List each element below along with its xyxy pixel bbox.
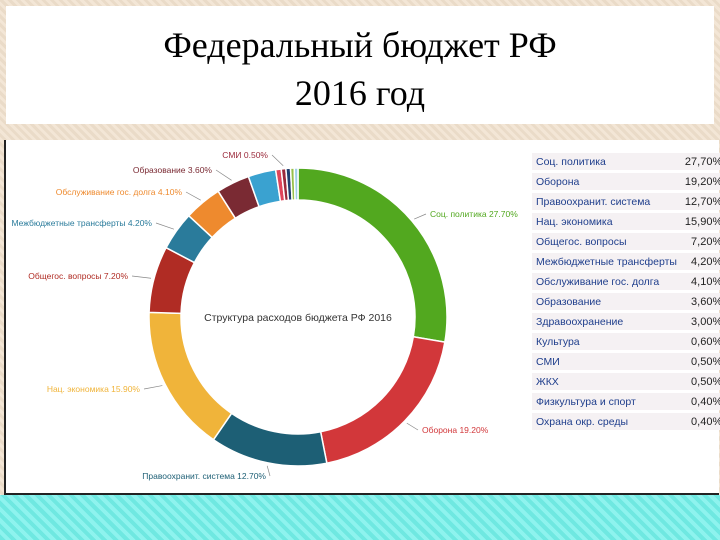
table-cell-category: Общегос. вопросы (532, 233, 681, 250)
label-leader-line (143, 385, 163, 390)
table-row: Культура 0,60% (532, 333, 720, 350)
label-leader-line (131, 275, 152, 279)
table-cell-value: 0,50% (680, 353, 720, 370)
table-cell-category: Нац. экономика (532, 213, 681, 230)
table-row: ЖКХ 0,50% (532, 373, 720, 390)
table-cell-category: СМИ (532, 353, 681, 370)
table-cell-category: Образование (532, 293, 681, 310)
slide-title-line-1: Федеральный бюджет РФ (163, 25, 557, 65)
slide-title-line-2: 2016 год (294, 73, 426, 113)
donut-slices (148, 167, 448, 467)
label-leaders (131, 154, 427, 477)
slice-label: СМИ 0.50% (222, 150, 268, 160)
label-leader-line (155, 222, 175, 230)
donut-slice (148, 311, 233, 441)
table-cell-category: Обслуживание гос. долга (532, 273, 681, 290)
table-row: Межбюджетные трансферты 4,20% (532, 253, 720, 270)
table-row: Обслуживание гос. долга 4,10% (532, 273, 720, 290)
table-cell-value: 15,90% (680, 213, 720, 230)
label-leader-line (271, 154, 284, 166)
table-cell-value: 4,10% (680, 273, 720, 290)
table-cell-value: 3,00% (680, 313, 720, 330)
table-cell-value: 0,50% (680, 373, 720, 390)
label-leader-line (266, 465, 271, 477)
slice-label: Межбюджетные трансферты 4.20% (11, 218, 152, 228)
slice-label: Нац. экономика 15.90% (47, 384, 141, 394)
table-cell-value: 0,40% (680, 413, 720, 430)
table-cell-category: ЖКХ (532, 373, 681, 390)
table-cell-value: 19,20% (680, 173, 720, 190)
table-row: Правоохранит. система 12,70% (532, 193, 720, 210)
table-row: Охрана окр. среды 0,40% (532, 413, 720, 430)
slice-label: Соц. политика 27.70% (430, 209, 518, 219)
table-row: Оборона 19,20% (532, 173, 720, 190)
slice-label: Правоохранит. система 12.70% (142, 471, 266, 481)
donut-chart: Соц. политика 27.70% Оборона 19.20% Правоо… (11, 150, 518, 481)
slice-label: Общегос. вопросы 7.20% (28, 271, 128, 281)
table-cell-category: Соц. политика (532, 153, 681, 170)
table-row: Образование 3,60% (532, 293, 720, 310)
table-cell-category: Культура (532, 333, 681, 350)
chart-center-title: Структура расходов бюджета РФ 2016 (204, 312, 392, 324)
table-cell-value: 12,70% (680, 193, 720, 210)
table-cell-value: 27,70% (680, 153, 720, 170)
title-panel: Федеральный бюджет РФ 2016 год (6, 6, 714, 124)
table-row: Здравоохранение 3,00% (532, 313, 720, 330)
donut-slice (212, 412, 328, 467)
slice-label: Образование 3.60% (133, 165, 213, 175)
slice-labels: Соц. политика 27.70% Оборона 19.20% Правоо… (11, 150, 518, 481)
slice-label: Обслуживание гос. долга 4.10% (56, 187, 183, 197)
table-row: Физкультура и спорт 0,40% (532, 393, 720, 410)
table-cell-value: 7,20% (680, 233, 720, 250)
table-row: СМИ 0,50% (532, 353, 720, 370)
table-cell-value: 0,60% (680, 333, 720, 350)
budget-table-body: Соц. политика 27,70% Оборона 19,20% Правоохр… (532, 153, 720, 430)
chart-panel: Соц. политика 27.70% Оборона 19.20% Правоо… (4, 140, 720, 495)
budget-table: Соц. политика 27,70% Оборона 19,20% Правоохр… (532, 150, 720, 433)
label-leader-line (406, 422, 419, 431)
table-cell-category: Охрана окр. среды (532, 413, 681, 430)
table-cell-value: 0,40% (680, 393, 720, 410)
label-leader-line (185, 191, 201, 201)
table-cell-value: 3,60% (680, 293, 720, 310)
slice-label: Оборона 19.20% (422, 425, 489, 435)
label-leader-line (414, 213, 427, 220)
table-cell-category: Правоохранит. система (532, 193, 681, 210)
table-cell-category: Здравоохранение (532, 313, 681, 330)
table-row: Соц. политика 27,70% (532, 153, 720, 170)
table-cell-category: Межбюджетные трансферты (532, 253, 681, 270)
donut-slice (319, 335, 446, 465)
table-row: Общегос. вопросы 7,20% (532, 233, 720, 250)
table-cell-category: Оборона (532, 173, 681, 190)
label-leader-line (215, 169, 232, 181)
bottom-decor-band (0, 495, 720, 540)
table-cell-value: 4,20% (680, 253, 720, 270)
table-row: Нац. экономика 15,90% (532, 213, 720, 230)
table-cell-category: Физкультура и спорт (532, 393, 681, 410)
donut-slice (293, 167, 299, 201)
